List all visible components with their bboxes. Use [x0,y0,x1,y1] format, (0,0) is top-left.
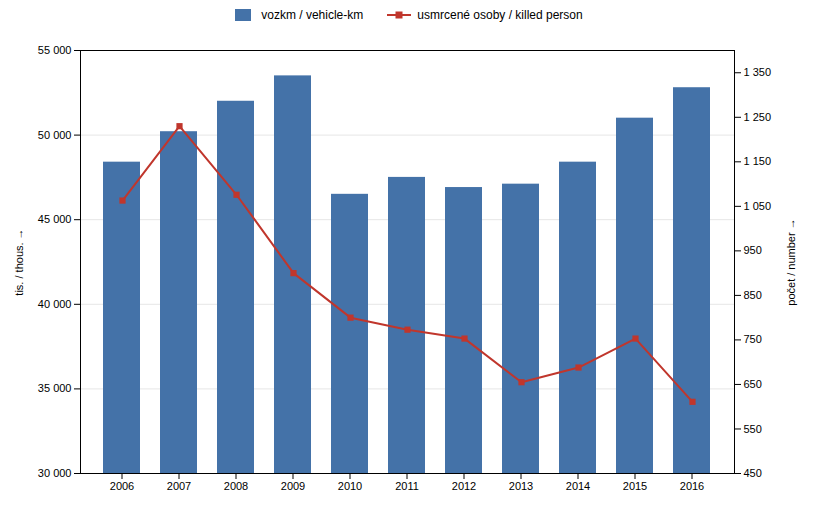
svg-text:55 000: 55 000 [38,44,72,56]
svg-text:tis. / thous. →: tis. / thous. → [13,228,25,295]
svg-text:30 000: 30 000 [38,467,72,479]
svg-text:1 250: 1 250 [744,111,772,123]
svg-text:750: 750 [744,333,762,345]
svg-text:2006: 2006 [110,480,134,492]
html-text:usmrcené osoby / killed person: usmrcené osoby / killed person [417,8,583,22]
svg-text:2009: 2009 [281,480,305,492]
svg-text:2013: 2013 [509,480,533,492]
svg-text:2008: 2008 [224,480,248,492]
svg-text:2015: 2015 [623,480,647,492]
svg-text:1 150: 1 150 [744,155,772,167]
svg-text:35 000: 35 000 [38,382,72,394]
svg-text:50 000: 50 000 [38,129,72,141]
svg-text:650: 650 [744,378,762,390]
svg-text:2014: 2014 [566,480,590,492]
html-text:vozkm / vehicle-km: vozkm / vehicle-km [261,8,364,22]
svg-text:2010: 2010 [338,480,362,492]
svg-text:2007: 2007 [167,480,191,492]
svg-text:počet / number →: počet / number → [785,218,797,305]
svg-text:1 050: 1 050 [744,200,772,212]
svg-text:2011: 2011 [395,480,419,492]
svg-text:450: 450 [744,467,762,479]
svg-text:45 000: 45 000 [38,213,72,225]
svg-text:850: 850 [744,289,762,301]
svg-text:950: 950 [744,244,762,256]
svg-text:2016: 2016 [680,480,704,492]
svg-text:2012: 2012 [452,480,476,492]
svg-text:550: 550 [744,422,762,434]
svg-text:40 000: 40 000 [38,298,72,310]
svg-text:1 350: 1 350 [744,66,772,78]
